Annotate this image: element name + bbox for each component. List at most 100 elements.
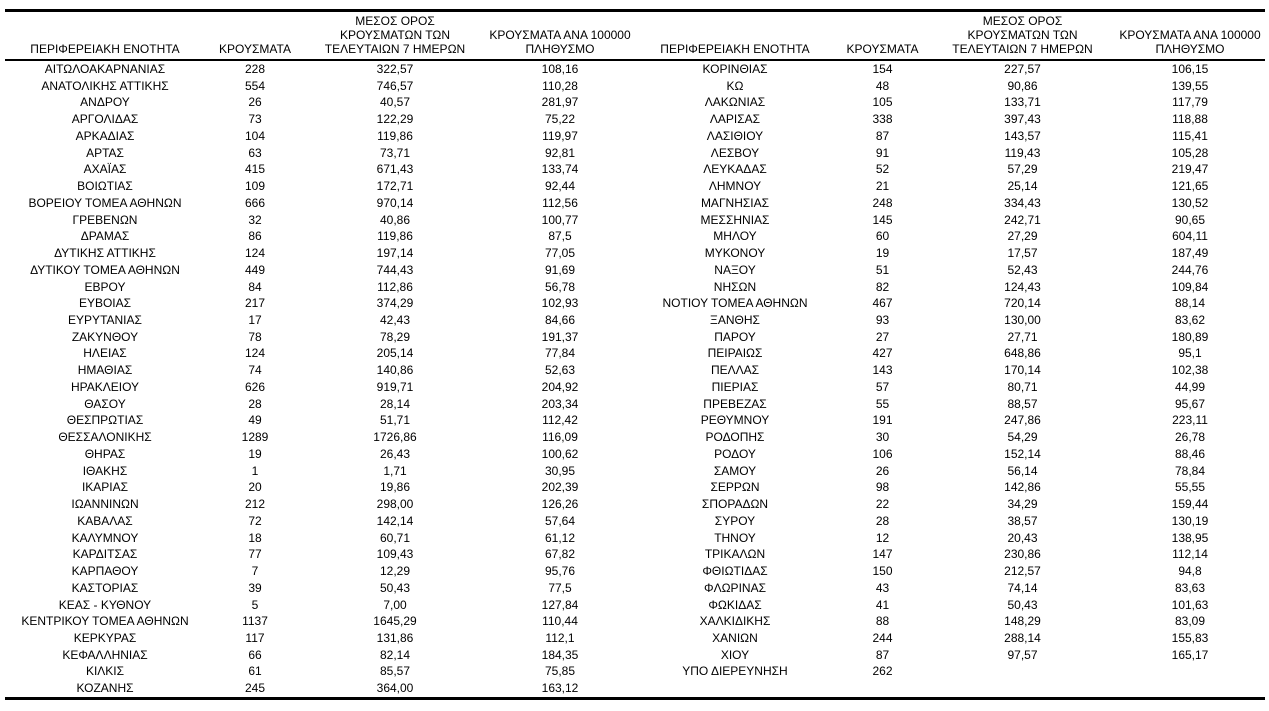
left-per100k-cell: 95,76 xyxy=(544,564,576,579)
right-cases-cell: 147 xyxy=(872,547,893,562)
left-per100k-cell: 191,37 xyxy=(541,329,579,344)
left-region-cell: ΑΝΔΡΟΥ xyxy=(80,95,130,110)
table-row: ΗΜΑΘΙΑΣ 74 140,86 52,63 ΠΕΛΛΑΣ 143 170,14 102,3… xyxy=(5,362,1265,379)
left-avg7-cell: 205,14 xyxy=(376,346,414,361)
right-region-cell: ΛΑΣΙΘΙΟΥ xyxy=(706,128,764,143)
table-row: ΚΕΑΣ - ΚΥΘΝΟΥ 5 7,00 127,84 ΦΩΚΙΔΑΣ 41 50,43 10… xyxy=(5,597,1265,614)
left-avg7-cell: 140,86 xyxy=(376,363,414,378)
right-region-cell: ΜΥΚΟΝΟΥ xyxy=(704,246,766,261)
left-cases-cell: 74 xyxy=(248,363,262,378)
left-per100k-cell: 127,84 xyxy=(541,597,579,612)
left-per100k-cell: 100,62 xyxy=(541,446,579,461)
right-per100k-cell: 155,83 xyxy=(1171,630,1209,645)
right-per100k-cell: 121,65 xyxy=(1171,179,1209,194)
right-avg7-cell: 80,71 xyxy=(1007,379,1038,394)
table-row: ΚΑΡΔΙΤΣΑΣ 77 109,43 67,82 ΤΡΙΚΑΛΩΝ 147 230,86 1… xyxy=(5,546,1265,563)
right-region-cell: ΝΗΣΩΝ xyxy=(713,279,757,294)
table-row: ΚΑΡΠΑΘΟΥ 7 12,29 95,76 ΦΘΙΩΤΙΔΑΣ 150 212,57 94,… xyxy=(5,563,1265,580)
left-cases-cell: 124 xyxy=(244,246,266,261)
right-per100k-cell: 130,52 xyxy=(1171,195,1209,210)
left-avg7-cell: 60,71 xyxy=(379,530,411,545)
right-per100k-cell: 83,09 xyxy=(1174,614,1206,629)
left-per100k-cell: 56,78 xyxy=(544,279,576,294)
right-avg7-cell: 288,14 xyxy=(1004,630,1041,645)
left-per100k-cell: 112,56 xyxy=(542,195,578,210)
left-cases-cell: 61 xyxy=(248,664,262,679)
right-region-cell: ΞΑΝΘΗΣ xyxy=(710,313,760,328)
right-cases-cell: 51 xyxy=(875,262,890,277)
left-cases-cell: 63 xyxy=(248,145,262,160)
header-avg7-right-line2: ΚΡΟΥΣΜΑΤΩΝ ΤΩΝ xyxy=(967,28,1078,42)
right-cases-cell: 150 xyxy=(872,564,893,579)
right-region-cell: ΛΕΥΚΑΔΑΣ xyxy=(703,162,767,177)
left-avg7-cell: 40,86 xyxy=(379,212,411,227)
header-per100k-left: ΚΡΟΥΣΜΑΤΑ ΑΝΑ 100000 ΠΛΗΘΥΣΜΟ xyxy=(485,10,635,61)
right-per100k-cell: 109,84 xyxy=(1171,279,1209,294)
right-per100k-cell: 90,65 xyxy=(1174,212,1206,227)
left-avg7-cell: 744,43 xyxy=(376,262,414,277)
left-region-cell: ΚΑΡΔΙΤΣΑΣ xyxy=(72,547,138,562)
right-cases-cell: 191 xyxy=(872,413,893,428)
right-region-cell xyxy=(635,680,835,698)
right-region-cell: ΠΑΡΟΥ xyxy=(714,329,756,344)
right-avg7-cell: 57,29 xyxy=(1007,162,1038,177)
left-region-cell: ΕΥΡΥΤΑΝΙΑΣ xyxy=(68,313,142,328)
table-row: ΚΟΖΑΝΗΣ 245 364,00 163,12 xyxy=(5,680,1265,698)
right-avg7-cell: 130,00 xyxy=(1004,313,1041,328)
right-per100k-cell: 94,8 xyxy=(1178,564,1202,579)
right-region-cell: ΣΥΡΟΥ xyxy=(714,513,756,528)
right-region-cell: ΤΡΙΚΑΛΩΝ xyxy=(704,547,766,562)
right-avg7-cell: 27,71 xyxy=(1007,329,1038,344)
right-avg7-cell: 50,43 xyxy=(1007,597,1038,612)
right-avg7-cell: 25,14 xyxy=(1007,179,1038,194)
header-avg7-left-line3: ΤΕΛΕΥΤΑΙΩΝ 7 ΗΜΕΡΩΝ xyxy=(324,42,466,56)
left-per100k-cell: 87,5 xyxy=(548,229,572,244)
left-region-cell: ΑΧΑΪΑΣ xyxy=(83,162,127,177)
left-avg7-cell: 1645,29 xyxy=(373,614,417,629)
left-per100k-cell: 30,95 xyxy=(544,463,576,478)
left-cases-cell: 49 xyxy=(248,413,262,428)
right-per100k-cell: 101,63 xyxy=(1171,597,1209,612)
right-per100k-cell: 78,84 xyxy=(1174,463,1206,478)
right-avg7-cell: 212,57 xyxy=(1004,564,1041,579)
header-avg7-left-line1: ΜΕΣΟΣ ΟΡΟΣ xyxy=(355,14,435,28)
right-per100k-cell: 95,67 xyxy=(1174,396,1206,411)
right-avg7-cell: 227,57 xyxy=(1004,62,1041,76)
right-cases-cell: 22 xyxy=(875,497,890,512)
header-avg7-left-line2: ΚΡΟΥΣΜΑΤΩΝ ΤΩΝ xyxy=(339,28,451,42)
right-cases-cell: 87 xyxy=(875,647,890,662)
left-avg7-cell: 322,57 xyxy=(376,62,414,76)
left-region-cell: ΚΕΝΤΡΙΚΟΥ ΤΟΜΕΑ ΑΘΗΝΩΝ xyxy=(21,614,189,629)
right-region-cell: ΡΟΔΟΥ xyxy=(714,446,756,461)
header-avg7-right-line3: ΤΕΛΕΥΤΑΙΩΝ 7 ΗΜΕΡΩΝ xyxy=(952,42,1093,56)
left-avg7-cell: 364,00 xyxy=(376,681,414,696)
left-avg7-cell: 142,14 xyxy=(376,513,414,528)
right-avg7-cell: 74,14 xyxy=(1007,580,1038,595)
right-region-cell: ΠΡΕΒΕΖΑΣ xyxy=(703,396,767,411)
left-avg7-cell: 82,14 xyxy=(379,647,411,662)
table-row: ΚΑΣΤΟΡΙΑΣ 39 50,43 77,5 ΦΛΩΡΙΝΑΣ 43 74,14 83,63 xyxy=(5,580,1265,597)
right-cases-cell: 338 xyxy=(872,112,893,127)
left-per100k-cell: 77,05 xyxy=(544,246,576,261)
right-per100k-cell: 219,47 xyxy=(1171,162,1209,177)
left-cases-cell: 18 xyxy=(248,530,262,545)
left-per100k-cell: 112,42 xyxy=(542,413,578,428)
right-avg7-cell: 52,43 xyxy=(1007,262,1038,277)
table-row: ΒΟΙΩΤΙΑΣ 109 172,71 92,44 ΛΗΜΝΟΥ 21 25,14 121,6… xyxy=(5,178,1265,195)
table-row: ΚΑΛΥΜΝΟΥ 18 60,71 61,12 ΤΗΝΟΥ 12 20,43 138,95 xyxy=(5,530,1265,547)
left-avg7-cell: 85,57 xyxy=(379,664,411,679)
right-region-cell: ΠΕΛΛΑΣ xyxy=(710,363,760,378)
left-per100k-cell: 281,97 xyxy=(541,95,579,110)
header-row: ΠΕΡΙΦΕΡΕΙΑΚΗ ΕΝΟΤΗΤΑ ΚΡΟΥΣΜΑΤΑ ΜΕΣΟΣ ΟΡΟ… xyxy=(5,10,1265,61)
table-row: ΑΝΑΤΟΛΙΚΗΣ ΑΤΤΙΚΗΣ 554 746,57 110,28 ΚΩ 48 90,… xyxy=(5,78,1265,95)
left-region-cell: ΙΚΑΡΙΑΣ xyxy=(81,480,129,495)
right-avg7-cell: 334,43 xyxy=(1004,195,1041,210)
right-per100k-cell: 26,78 xyxy=(1174,430,1206,445)
left-cases-cell: 217 xyxy=(244,296,266,311)
left-cases-cell: 666 xyxy=(244,195,266,210)
left-per100k-cell: 61,12 xyxy=(544,530,576,545)
table-row: ΚΙΛΚΙΣ 61 85,57 75,85 ΥΠΟ ΔΙΕΡΕΥΝΗΣΗ 262 xyxy=(5,663,1265,680)
left-per100k-cell: 77,5 xyxy=(548,580,572,595)
right-cases-cell: 91 xyxy=(875,145,890,160)
